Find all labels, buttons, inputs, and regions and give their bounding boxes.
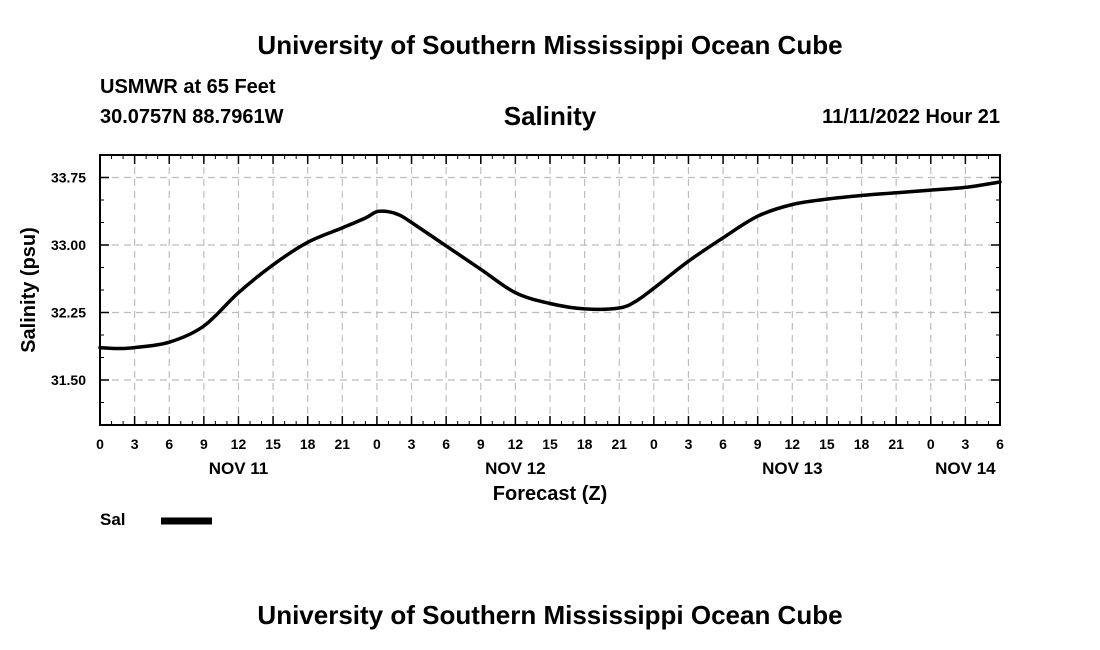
x-tick-label: 6 <box>719 436 727 452</box>
legend: Sal <box>100 510 212 529</box>
station-label: USMWR at 65 Feet <box>100 76 276 98</box>
variable-title: Salinity <box>503 101 597 131</box>
x-axis-title: Forecast (Z) <box>493 483 607 505</box>
series-line-sal <box>98 180 1002 351</box>
chart-title: University of Southern Mississippi Ocean… <box>257 30 843 60</box>
plot-frame <box>99 154 1001 426</box>
y-tick-label: 33.00 <box>51 237 86 253</box>
x-date-label: NOV 11 <box>209 459 269 478</box>
x-date-label: NOV 13 <box>762 459 822 478</box>
x-tick-label: 0 <box>96 436 104 452</box>
y-tick-label: 31.50 <box>51 372 86 388</box>
x-tick-label: 18 <box>577 436 593 452</box>
footer-title: University of Southern Mississippi Ocean… <box>257 600 843 630</box>
x-tick-label: 6 <box>165 436 173 452</box>
x-tick-label: 3 <box>685 436 693 452</box>
x-tick-label: 15 <box>542 436 558 452</box>
x-tick-label: 12 <box>231 436 247 452</box>
y-axis-title: Salinity (psu) <box>18 227 40 353</box>
x-date-label: NOV 12 <box>485 459 545 478</box>
x-tick-label: 9 <box>477 436 485 452</box>
x-tick-label: 9 <box>200 436 208 452</box>
x-tick-label: 18 <box>854 436 870 452</box>
axis-labels: 0 3 6 9 12 15 18 21 0 3 6 9 12 15 18 21 0 3 6 9 12 15 18 21 0 3 6 3… <box>18 170 1004 506</box>
x-tick-label: 12 <box>508 436 524 452</box>
x-tick-label: 0 <box>650 436 658 452</box>
x-tick-label: 6 <box>442 436 450 452</box>
series-layer <box>98 180 1002 351</box>
legend-label: Sal <box>100 510 126 529</box>
station-coordinates: 30.0757N 88.7961W <box>100 106 284 128</box>
x-tick-label: 12 <box>785 436 801 452</box>
x-tick-label: 15 <box>819 436 835 452</box>
x-tick-label: 3 <box>131 436 139 452</box>
x-tick-label: 0 <box>373 436 381 452</box>
forecast-datetime: 11/11/2022 Hour 21 <box>822 106 1000 128</box>
x-tick-label: 21 <box>611 436 627 452</box>
x-date-label: NOV 14 <box>935 459 996 478</box>
x-tick-label: 3 <box>961 436 969 452</box>
grid-lines <box>100 155 1000 425</box>
x-tick-label: 3 <box>408 436 416 452</box>
x-tick-label: 6 <box>996 436 1004 452</box>
y-tick-label: 32.25 <box>51 305 86 321</box>
y-tick-label: 33.75 <box>51 170 86 186</box>
x-tick-label: 21 <box>888 436 904 452</box>
x-tick-label: 18 <box>300 436 316 452</box>
x-tick-label: 9 <box>754 436 762 452</box>
x-tick-label: 21 <box>335 436 351 452</box>
x-tick-label: 15 <box>265 436 281 452</box>
x-tick-label: 0 <box>927 436 935 452</box>
